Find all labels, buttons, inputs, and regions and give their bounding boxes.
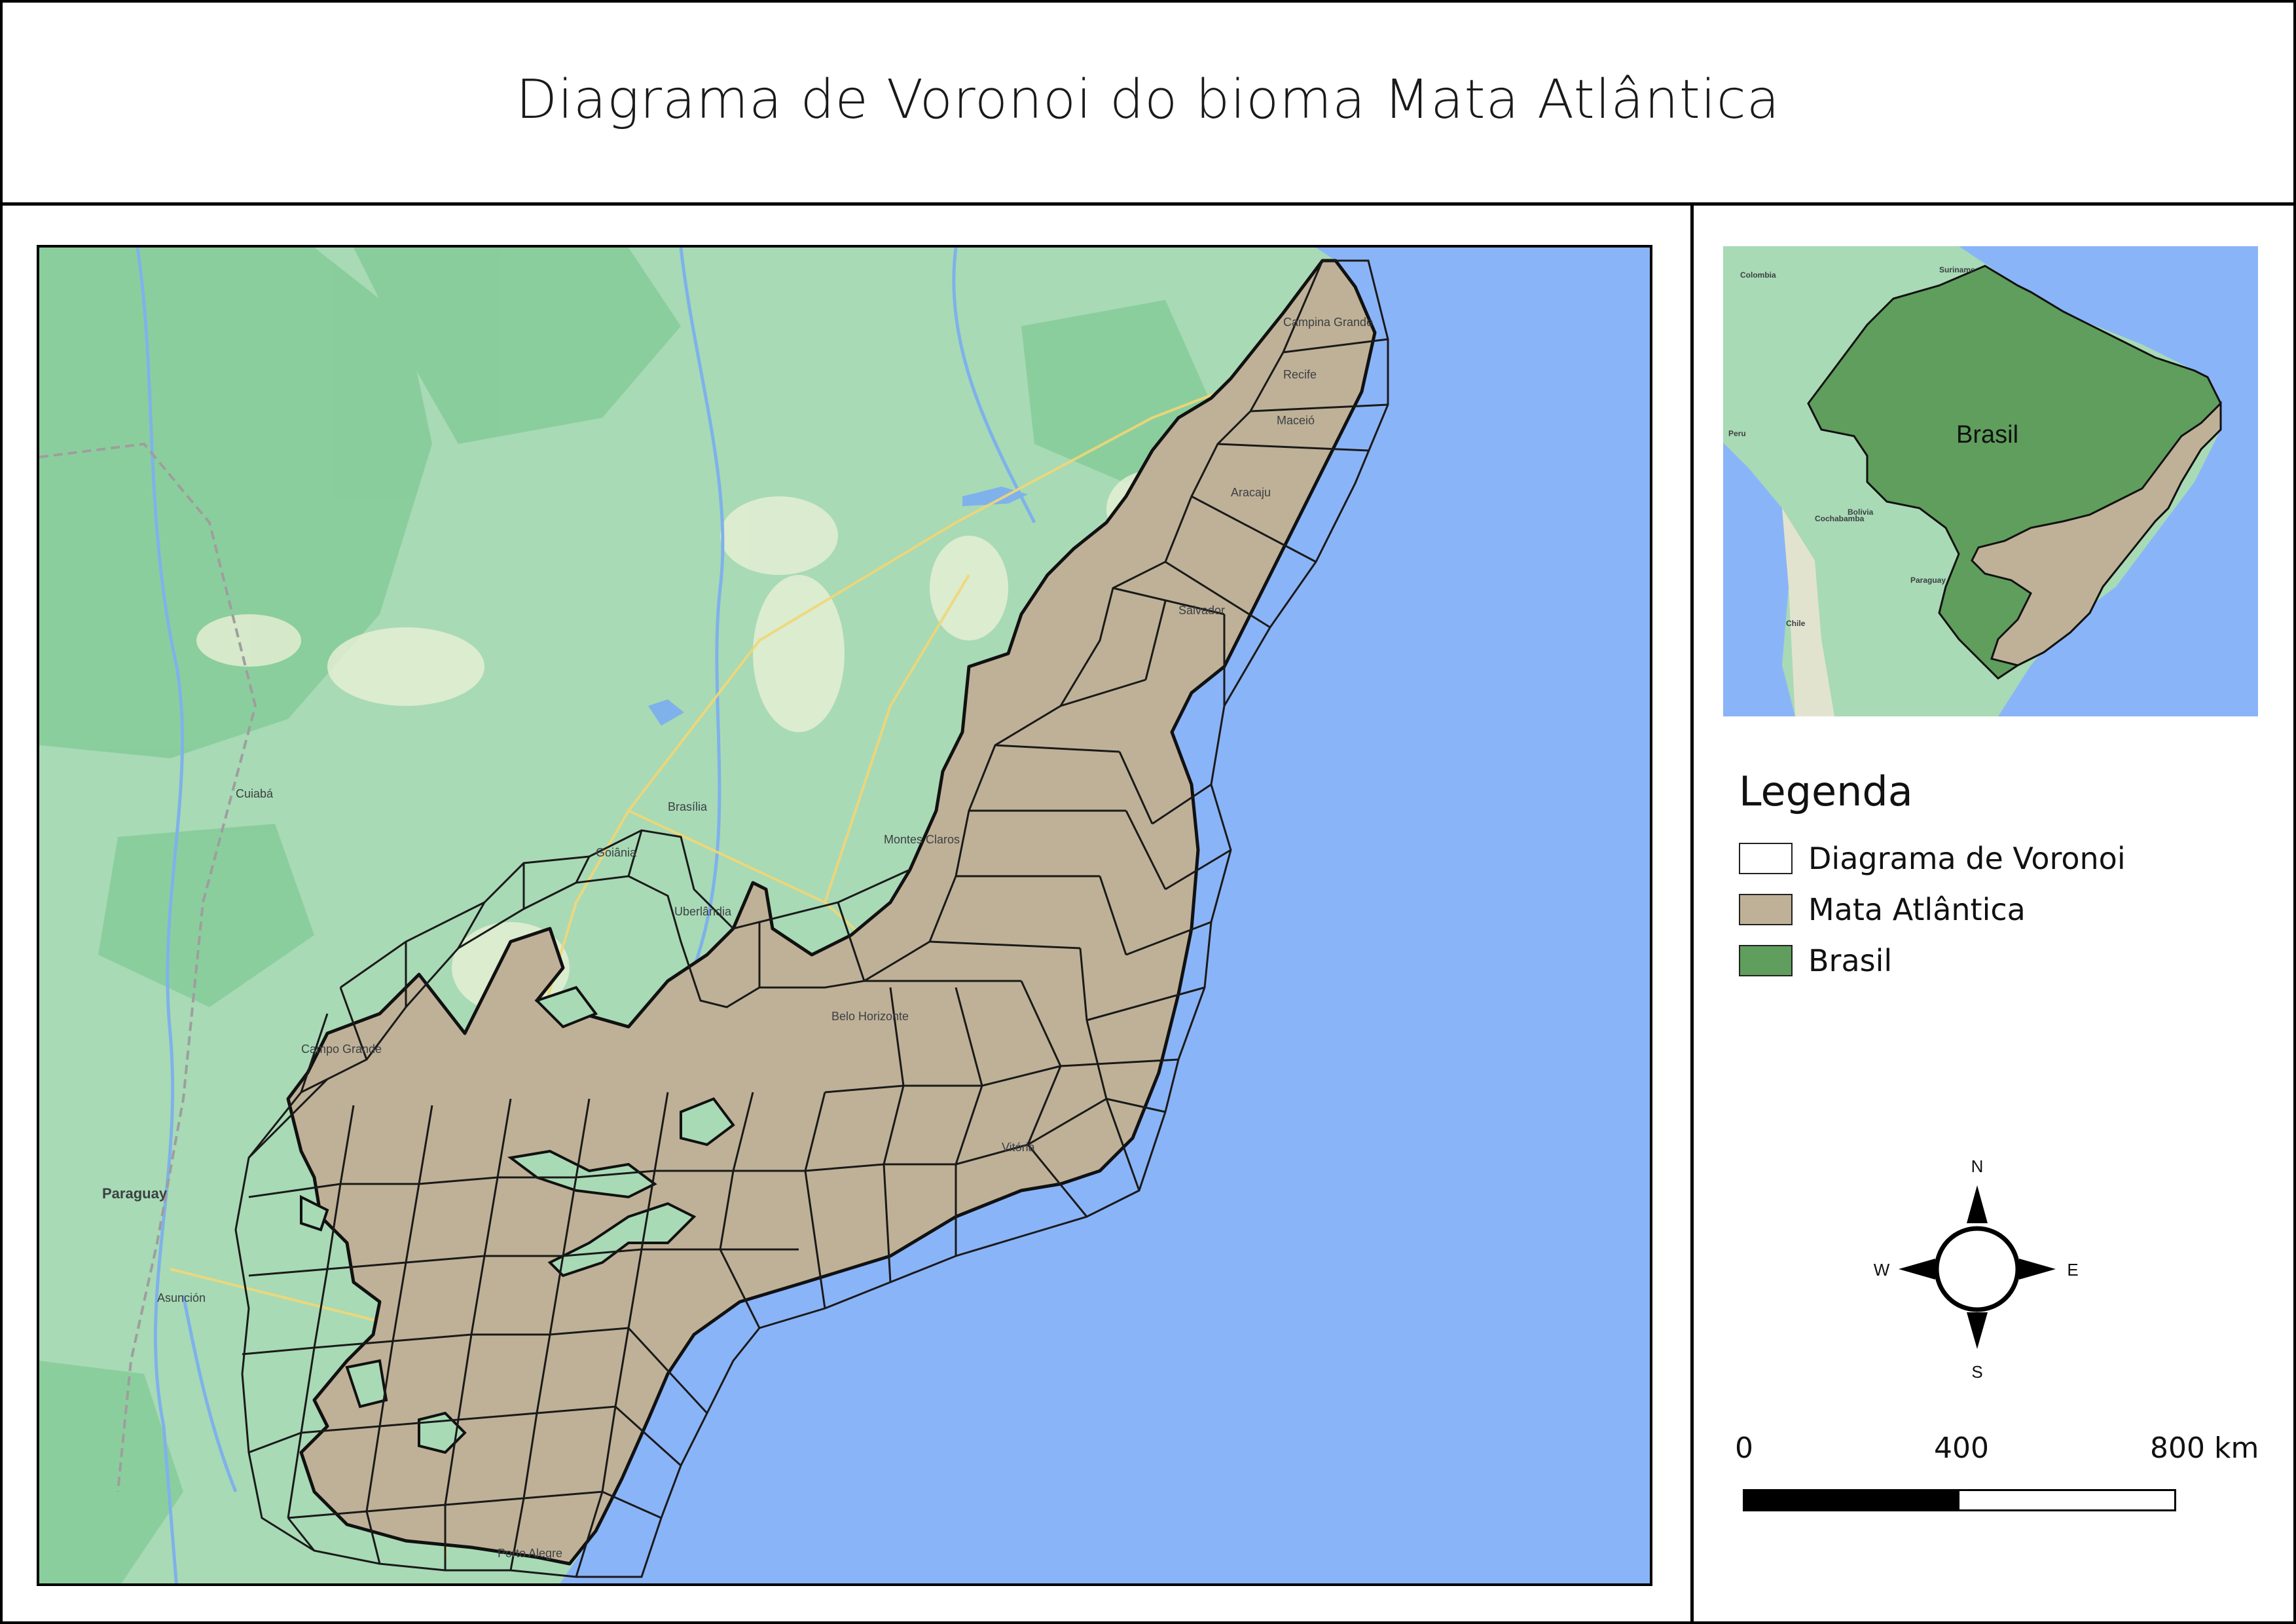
inset-desert bbox=[1782, 508, 1834, 716]
title-bar: Diagrama de Voronoi do bioma Mata Atlânt… bbox=[0, 0, 2296, 206]
scale-label-800: 800 km bbox=[2150, 1431, 2259, 1465]
inset-brasil-label: Brasil bbox=[1956, 421, 2018, 449]
label-montes-claros: Montes Claros bbox=[884, 833, 960, 846]
inset-label-colombia: Colombia bbox=[1740, 270, 1776, 280]
country-border bbox=[39, 442, 257, 1492]
inset-label-chile: Chile bbox=[1786, 619, 1806, 628]
scale-bar: 0 400 800 km bbox=[1726, 1431, 2263, 1523]
mata-atlantica-polygon[interactable] bbox=[286, 259, 1377, 1566]
label-goiania: Goiânia bbox=[596, 846, 637, 859]
scale-label-0: 0 bbox=[1735, 1431, 1753, 1465]
scale-bar-graphic bbox=[1743, 1489, 2176, 1511]
label-uberlandia: Uberlândia bbox=[674, 905, 732, 918]
scale-segment-white bbox=[1959, 1491, 2174, 1509]
inset-map-canvas: Brasil Colombia Peru Bolivia Chile Parag… bbox=[1723, 246, 2258, 716]
main-map[interactable]: Paraguay Brasília Goiânia Campo Grande A… bbox=[37, 245, 1652, 1586]
legend-item-voronoi: Diagrama de Voronoi bbox=[1739, 841, 2126, 876]
scale-segment-black bbox=[1745, 1491, 1959, 1509]
label-campo-grande: Campo Grande bbox=[301, 1043, 382, 1056]
label-cuiaba: Cuiabá bbox=[236, 787, 274, 800]
main-map-canvas: Paraguay Brasília Goiânia Campo Grande A… bbox=[39, 248, 1650, 1583]
inset-label-bolivia: Bolivia bbox=[1848, 507, 1874, 517]
label-salvador: Salvador bbox=[1178, 604, 1225, 617]
inset-label-paraguay: Paraguay bbox=[1910, 576, 1946, 585]
label-campina-grande: Campina Grande bbox=[1283, 316, 1373, 329]
legend-label-voronoi: Diagrama de Voronoi bbox=[1808, 841, 2126, 876]
legend-swatch-voronoi bbox=[1739, 843, 1793, 874]
inset-label-peru: Peru bbox=[1728, 429, 1746, 438]
legend-title: Legenda bbox=[1739, 767, 1913, 815]
compass-rose: N S W E bbox=[1872, 1153, 2082, 1388]
label-belo-horizonte: Belo Horizonte bbox=[831, 1010, 909, 1023]
label-porto-alegre: Porto Alegre bbox=[498, 1547, 562, 1560]
inset-label-suriname: Suriname bbox=[1939, 265, 1975, 274]
label-recife: Recife bbox=[1283, 368, 1317, 381]
ocean bbox=[560, 248, 1650, 1583]
compass-s: S bbox=[1971, 1362, 1982, 1382]
scale-label-400: 400 bbox=[1934, 1431, 1989, 1465]
inset-atlantic bbox=[1959, 246, 2258, 716]
compass-icon: N S W E bbox=[1874, 1156, 2079, 1382]
inset-labels: Colombia Peru Bolivia Chile Paraguay Coc… bbox=[1728, 265, 1975, 628]
legend-label-mata-atlantica: Mata Atlântica bbox=[1808, 892, 2026, 927]
map-title: Diagrama de Voronoi do bioma Mata Atlânt… bbox=[515, 69, 1781, 131]
label-maceio: Maceió bbox=[1277, 414, 1315, 427]
basemap-labels: Paraguay Brasília Goiânia Campo Grande A… bbox=[102, 316, 1373, 1560]
inset-pacific bbox=[1723, 443, 1795, 716]
compass-n: N bbox=[1971, 1156, 1984, 1176]
legend-item-brasil: Brasil bbox=[1739, 943, 1892, 978]
label-vitoria: Vitória bbox=[1002, 1141, 1036, 1154]
panel-divider bbox=[1690, 204, 1694, 1624]
legend-label-brasil: Brasil bbox=[1808, 943, 1893, 978]
legend-item-mata-atlantica: Mata Atlântica bbox=[1739, 892, 2026, 927]
inset-mata-atlantica bbox=[1971, 401, 2222, 667]
label-aracaju: Aracaju bbox=[1231, 486, 1271, 499]
label-paraguay: Paraguay bbox=[102, 1185, 168, 1202]
inset-label-cochabamba: Cochabamba bbox=[1815, 514, 1865, 523]
voronoi-diagram[interactable] bbox=[234, 259, 1389, 1578]
label-assuncao: Asunción bbox=[157, 1291, 206, 1304]
inset-map[interactable]: Brasil Colombia Peru Bolivia Chile Parag… bbox=[1723, 246, 2258, 716]
legend-swatch-brasil bbox=[1739, 945, 1793, 976]
legend-swatch-mata-atlantica bbox=[1739, 894, 1793, 925]
label-brasilia: Brasília bbox=[668, 800, 708, 813]
compass-e: E bbox=[2067, 1260, 2078, 1280]
compass-w: W bbox=[1874, 1260, 1890, 1280]
